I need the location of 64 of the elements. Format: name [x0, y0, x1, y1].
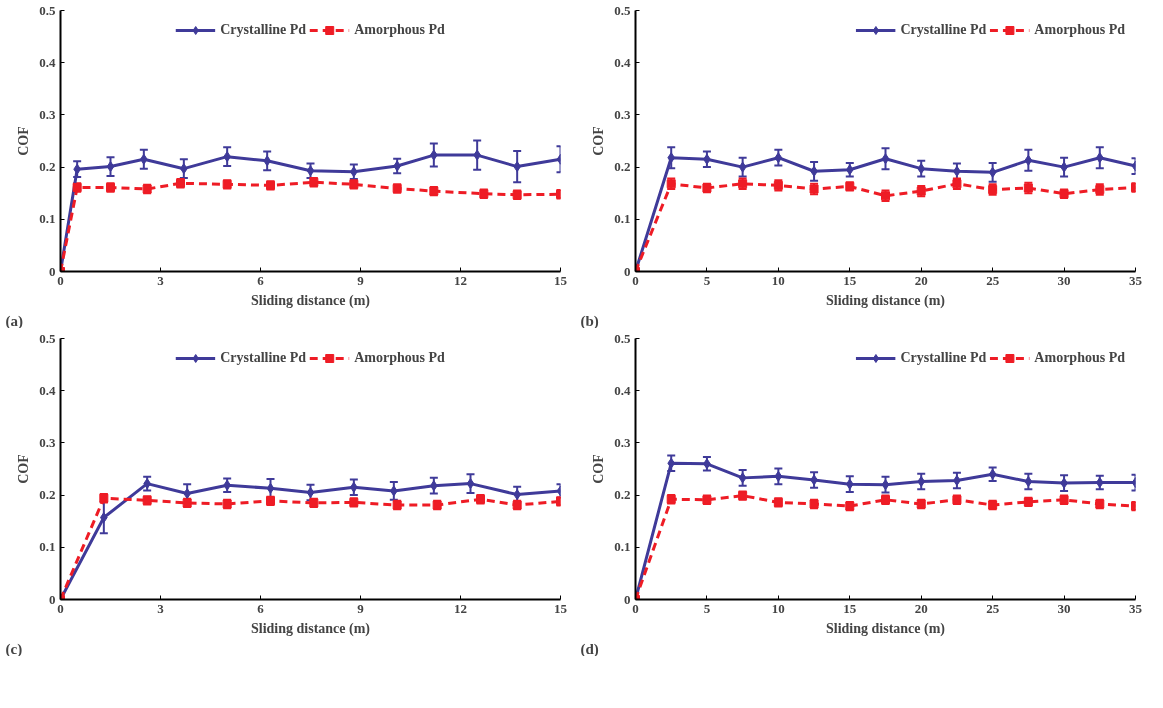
- text: (b): [580, 312, 599, 330]
- x-tick-label: 12: [454, 600, 467, 616]
- text: (c): [5, 640, 23, 658]
- x-axis-title: Sliding distance (m): [825, 292, 946, 309]
- y-tick-label: 0.3: [39, 106, 56, 122]
- y-tick-label: 0.3: [39, 434, 56, 450]
- x-tick-label: 30: [1057, 272, 1071, 288]
- y-tick-label: 0.5: [614, 2, 631, 18]
- x-tick-label: 5: [703, 600, 711, 616]
- text: (a): [5, 312, 23, 330]
- y-tick-label: 0.1: [39, 211, 56, 227]
- y-tick-label: 0.1: [614, 211, 631, 227]
- y-axis-title: COF: [591, 126, 607, 156]
- x-tick-label: 6: [257, 600, 265, 616]
- y-axis-title: COF: [591, 454, 607, 484]
- x-tick-label: 3: [157, 600, 165, 616]
- x-axis-title: Sliding distance (m): [250, 292, 371, 309]
- y-tick-label: 0.5: [614, 330, 631, 346]
- x-tick-label: 20: [914, 600, 928, 616]
- legend-label: Amorphous Pd: [354, 350, 445, 366]
- y-tick-label: 0.2: [39, 159, 56, 175]
- y-axis-title: COF: [16, 126, 32, 156]
- x-tick-label: 10: [771, 600, 785, 616]
- x-tick-label: 15: [843, 600, 857, 616]
- x-tick-label: 12: [454, 272, 467, 288]
- y-tick-label: 0.3: [614, 434, 631, 450]
- x-tick-label: 20: [914, 272, 928, 288]
- legend-label: Crystalline Pd: [220, 350, 307, 366]
- y-tick-label: 0.4: [614, 382, 631, 398]
- x-tick-label: 15: [554, 272, 568, 288]
- x-tick-label: 15: [843, 272, 857, 288]
- y-tick-label: 0.4: [614, 54, 631, 70]
- y-tick-label: 0.4: [39, 382, 56, 398]
- x-tick-label: 5: [703, 272, 711, 288]
- y-tick-label: 0.4: [39, 54, 56, 70]
- y-axis-title: COF: [16, 454, 32, 484]
- x-tick-label: 10: [771, 272, 785, 288]
- text: (d): [580, 640, 599, 658]
- y-tick-label: 0.5: [39, 2, 56, 18]
- x-tick-label: 15: [554, 600, 568, 616]
- x-tick-label: 25: [986, 272, 1000, 288]
- x-tick-label: 25: [986, 600, 1000, 616]
- x-tick-label: 3: [157, 272, 165, 288]
- x-tick-label: 9: [357, 600, 365, 616]
- y-tick-label: 0.2: [614, 487, 631, 503]
- x-axis-title: Sliding distance (m): [250, 620, 371, 637]
- legend-label: Crystalline Pd: [900, 350, 987, 366]
- legend-label: Crystalline Pd: [900, 22, 987, 38]
- y-tick-label: 0.5: [39, 330, 56, 346]
- x-tick-label: 35: [1129, 272, 1143, 288]
- x-tick-label: 6: [257, 272, 265, 288]
- legend-label: Amorphous Pd: [1034, 22, 1125, 38]
- x-tick-label: 9: [357, 272, 365, 288]
- x-tick-label: 35: [1129, 600, 1143, 616]
- y-tick-label: 0.3: [614, 106, 631, 122]
- y-tick-label: 0.2: [39, 487, 56, 503]
- legend-label: Amorphous Pd: [354, 22, 445, 38]
- x-axis-title: Sliding distance (m): [825, 620, 946, 637]
- x-tick-label: 30: [1057, 600, 1071, 616]
- legend-label: Amorphous Pd: [1034, 350, 1125, 366]
- legend-label: Crystalline Pd: [220, 22, 307, 38]
- y-tick-label: 0.2: [614, 159, 631, 175]
- y-tick-label: 0.1: [614, 539, 631, 555]
- y-tick-label: 0.1: [39, 539, 56, 555]
